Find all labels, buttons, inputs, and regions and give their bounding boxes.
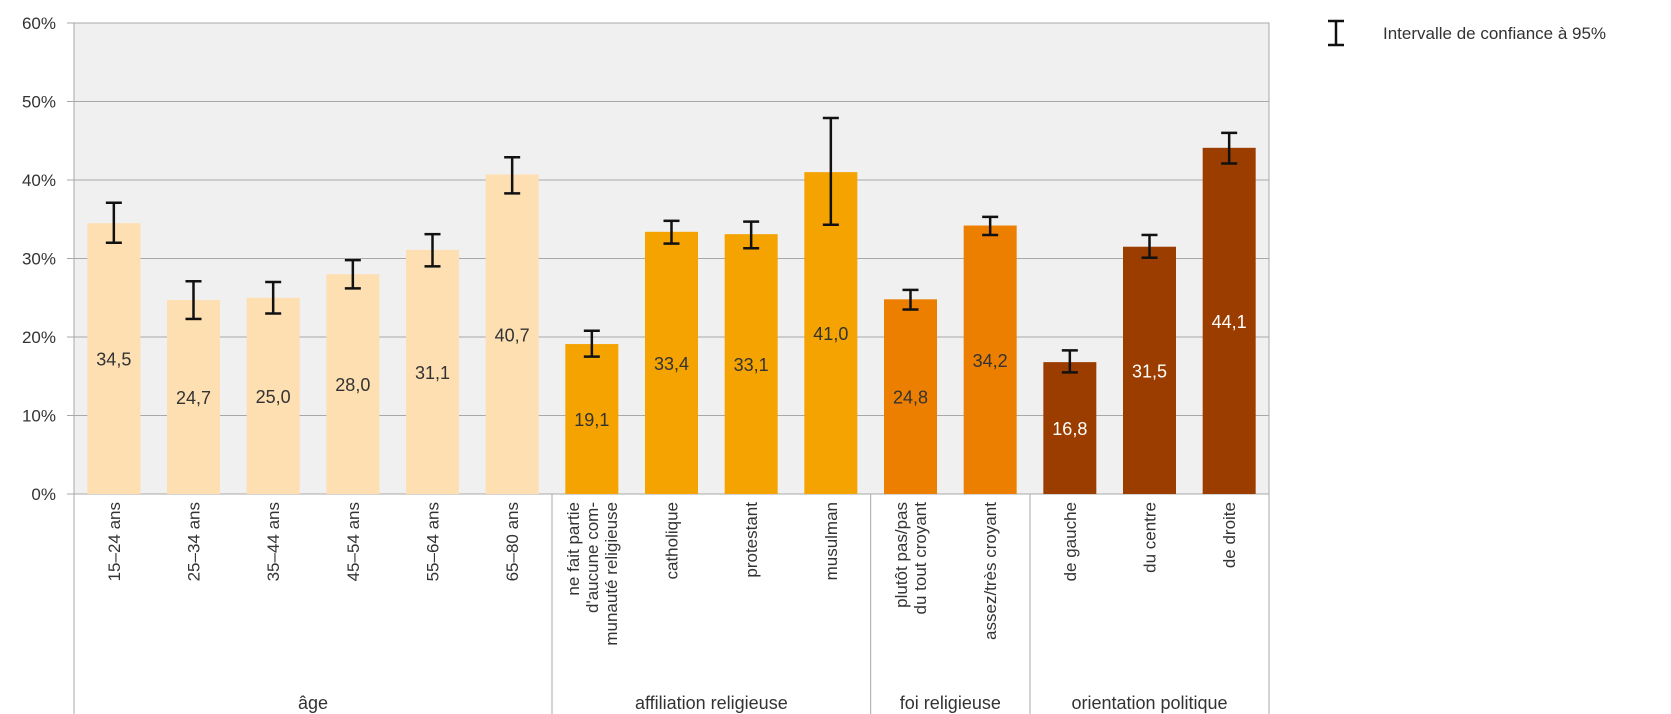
data-label: 34,5: [96, 350, 131, 370]
y-tick-label: 60%: [22, 14, 56, 33]
plot-area: 0% 10% 20% 30% 40% 50% 60% 34,5 24,7 25,0 28,0 31,1…: [22, 14, 1270, 714]
bar: [167, 300, 220, 494]
data-label: 34,2: [973, 351, 1008, 371]
bar: [326, 274, 380, 494]
data-label: 33,4: [654, 354, 689, 374]
x-tick-label: munauté religieuse: [602, 502, 621, 646]
x-tick-label: 25–34 ans: [185, 502, 204, 581]
group-label: âge: [298, 693, 328, 713]
data-label: 40,7: [495, 325, 530, 345]
y-tick-label: 20%: [22, 328, 56, 347]
x-tick-label: du tout croyant: [911, 502, 930, 615]
x-tick-label: assez/très croyant: [981, 502, 1000, 640]
data-label: 25,0: [256, 387, 291, 407]
data-label: 31,5: [1132, 361, 1167, 381]
bar: [884, 299, 937, 494]
y-tick-label: 40%: [22, 171, 56, 190]
x-tick-label: musulman: [822, 502, 841, 580]
data-label: 19,1: [574, 410, 609, 430]
bar: [724, 234, 778, 495]
x-tick-label: du centre: [1141, 502, 1160, 573]
x-tick-label: 35–44 ans: [264, 502, 283, 581]
legend-label: Intervalle de confiance à 95%: [1383, 24, 1606, 43]
x-tick-label: de droite: [1220, 502, 1239, 568]
bar: [1202, 147, 1256, 494]
y-tick-label: 0%: [31, 485, 56, 504]
y-tick-label: 10%: [22, 407, 56, 426]
x-tick-label: ne fait partie: [564, 502, 583, 596]
bar: [1123, 246, 1176, 494]
group-label: affiliation religieuse: [635, 693, 788, 713]
bar: [565, 344, 619, 494]
data-label: 24,7: [176, 388, 211, 408]
y-tick-label: 30%: [22, 250, 56, 269]
x-tick-label: de gauche: [1061, 502, 1080, 581]
bar: [963, 225, 1017, 494]
x-tick-label: plutôt pas/pas: [892, 502, 911, 608]
x-tick-label: catholique: [663, 502, 682, 580]
data-label: 24,8: [893, 388, 928, 408]
data-label: 41,0: [813, 324, 848, 344]
x-tick-label: 65–80 ans: [503, 502, 522, 581]
group-label: foi religieuse: [900, 693, 1001, 713]
bar: [485, 174, 539, 494]
bar: [406, 249, 459, 494]
x-tick-label: d'aucune com-: [583, 502, 602, 613]
bar: [87, 223, 141, 495]
bar: [246, 297, 300, 494]
data-label: 16,8: [1052, 419, 1087, 439]
y-tick-label: 50%: [22, 93, 56, 112]
x-tick-label: 15–24 ans: [105, 502, 124, 581]
data-label: 28,0: [335, 375, 370, 395]
x-tick-label: 45–54 ans: [344, 502, 363, 581]
error-bar-legend-icon: [1328, 19, 1344, 47]
x-tick-label: protestant: [742, 502, 761, 578]
x-tick-label: 55–64 ans: [424, 502, 443, 581]
bar: [645, 231, 698, 494]
data-label: 44,1: [1212, 312, 1247, 332]
data-label: 31,1: [415, 363, 450, 383]
bar: [1043, 362, 1097, 494]
group-label: orientation politique: [1071, 693, 1227, 713]
data-label: 33,1: [734, 355, 769, 375]
legend: Intervalle de confiance à 95%: [1328, 19, 1606, 47]
